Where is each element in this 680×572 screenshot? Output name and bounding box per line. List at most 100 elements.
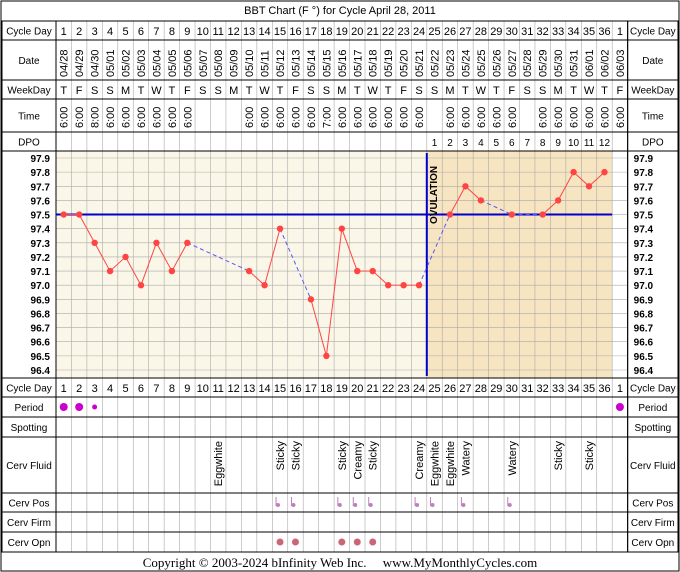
dpo-cell: 3 (463, 138, 469, 149)
y-tick-label: 97.4 (31, 225, 51, 236)
row-label-time: Time (18, 112, 40, 123)
weekday-cell: F (292, 85, 299, 97)
weekday-cell: F (617, 85, 624, 97)
weekday-cell: S (431, 85, 438, 97)
cycle-day-cell: 30 (506, 26, 518, 38)
next-cycle-column (612, 151, 628, 378)
weekday-cell: F (184, 85, 191, 97)
y-tick-label: 97.7 (31, 182, 51, 193)
y-tick-label: 97.8 (31, 168, 51, 179)
date-cell: 05/09 (229, 49, 241, 77)
temp-segment (264, 228, 281, 286)
temp-segment (78, 214, 96, 244)
cerv-fluid-cell: Eggwhite (213, 441, 225, 486)
time-cell: 6:00 (121, 107, 133, 128)
weekday-cell: T (385, 85, 392, 97)
y-tick-label-right: 96.9 (634, 295, 654, 306)
temp-segment (187, 242, 250, 272)
temp-point (106, 267, 114, 275)
row-label-spotting-right: Spotting (634, 423, 671, 434)
date-cell: 05/16 (337, 49, 349, 77)
cycle-day-cell-bottom: 1 (61, 383, 67, 395)
cycle-day-cell-bottom: 24 (413, 383, 425, 395)
weekday-cell: W (151, 85, 162, 97)
time-cell: 6:00 (383, 107, 395, 128)
time-cell: 6:00 (74, 107, 86, 128)
y-tick-label: 97.9 (31, 154, 51, 165)
time-cell: 6:00 (476, 107, 488, 128)
date-cell: 05/25 (476, 49, 488, 77)
cycle-day-cell-bottom: 33 (552, 383, 564, 395)
dpo-cell: 5 (494, 138, 500, 149)
temp-segment (248, 270, 265, 286)
temp-segment (140, 242, 157, 286)
cycle-day-cell: 4 (107, 26, 113, 38)
temp-point (184, 239, 191, 246)
y-tick-label-right: 97.7 (634, 182, 654, 193)
weekday-cell: T (601, 85, 608, 97)
temp-segment (465, 185, 482, 201)
cerv-fluid-cell: Watery (460, 441, 472, 476)
time-cell: 6:00 (260, 107, 272, 128)
cerv-pos-dot (337, 503, 342, 507)
cycle-day-cell-bottom: 18 (320, 383, 332, 395)
temp-point (75, 211, 83, 218)
temp-segment (480, 199, 512, 215)
cycle-day-cell-bottom: 3 (92, 383, 98, 395)
row-label-box-right (627, 98, 679, 133)
date-cell: 05/01 (105, 49, 117, 77)
y-tick-label: 97.2 (31, 253, 51, 264)
temp-point (570, 168, 577, 176)
cerv-pos-dot (276, 503, 281, 507)
temp-point (539, 211, 546, 218)
date-cell: 04/29 (74, 49, 86, 77)
temp-segment (341, 228, 358, 272)
time-cell: 6:00 (553, 107, 565, 128)
cycle-day-cell-bottom: 7 (153, 383, 159, 395)
cerv-fluid-cell: Creamy (352, 441, 364, 480)
y-tick-label: 97.3 (31, 239, 51, 250)
date-cell: 05/20 (399, 49, 411, 77)
weekday-cell: T (60, 85, 67, 97)
time-cell: 6:00 (460, 107, 472, 128)
date-cell: 05/11 (260, 50, 272, 77)
row-label-cerv_firm-right: Cerv Firm (631, 518, 675, 529)
temp-segment (557, 171, 575, 201)
weekday-cell: F (508, 85, 515, 97)
period-dot (92, 404, 98, 410)
time-cell: 6:00 (352, 107, 364, 128)
cycle-day-cell-bottom: 34 (567, 383, 579, 395)
weekday-cell: M (229, 85, 238, 97)
cerv-fluid-cell: Creamy (414, 441, 426, 480)
y-tick-label-right: 97.1 (634, 267, 654, 278)
weekday-cell: T (570, 85, 577, 97)
temp-segment (372, 270, 389, 286)
date-cell: 05/02 (121, 49, 133, 77)
dpo-cell: 1 (432, 138, 438, 149)
y-tick-label: 97.6 (31, 196, 51, 207)
date-cell: 05/17 (352, 49, 364, 77)
y-tick-label-right: 96.8 (634, 309, 654, 320)
time-cell: 6:00 (445, 107, 457, 128)
temp-segment (155, 242, 173, 272)
y-tick-label-right: 96.6 (634, 338, 654, 349)
time-cell: 6:00 (167, 107, 179, 128)
weekday-cell: M (445, 85, 454, 97)
date-cell: 05/15 (321, 49, 333, 77)
cycle-day-cell-bottom: 27 (459, 383, 471, 395)
row-label-cerv_pos: Cerv Pos (8, 499, 49, 510)
row-label-cerv_opn-right: Cerv Opn (631, 538, 674, 549)
row-label-dpo: DPO (18, 138, 40, 149)
weekday-cell: S (106, 85, 113, 97)
weekday-cell: S (307, 85, 314, 97)
cycle-day-cell: 15 (274, 26, 286, 38)
cycle-day-cell: 9 (184, 26, 190, 38)
date-cell: 05/23 (445, 49, 457, 77)
y-tick-label-right: 97.6 (634, 196, 654, 207)
date-cell: 05/31 (569, 49, 581, 77)
time-cell: 6:00 (399, 107, 411, 128)
cycle-day-cell: 10 (197, 26, 209, 38)
row-label-period-right: Period (638, 403, 667, 414)
cycle-day-cell: 31 (521, 26, 533, 38)
